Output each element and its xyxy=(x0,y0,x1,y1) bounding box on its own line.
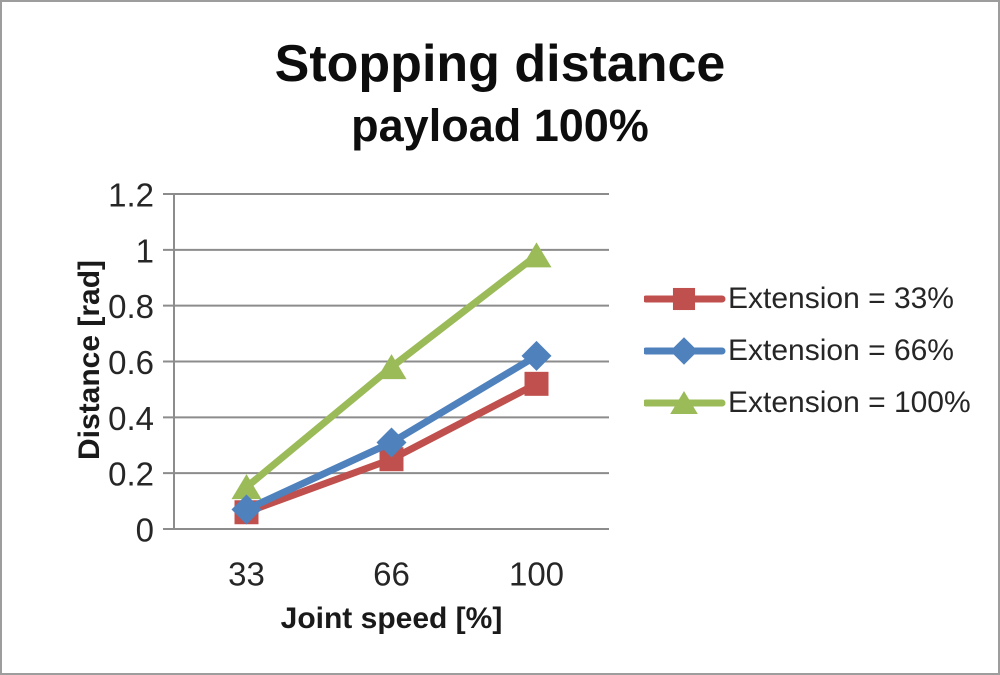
y-tick-label: 1 xyxy=(136,232,154,269)
legend: Extension = 33% Extension = 66% Extensio… xyxy=(644,273,971,429)
y-tick-label: 0.6 xyxy=(108,344,154,381)
series-1-marker-icon xyxy=(376,427,407,458)
legend-label: Extension = 66% xyxy=(728,334,954,367)
legend-triangle-icon xyxy=(670,391,698,415)
series-1-marker-icon xyxy=(231,494,262,525)
legend-item-extension-33: Extension = 33% xyxy=(644,273,971,325)
chart-subtitle: payload 100% xyxy=(351,100,649,151)
chart-title: Stopping distance xyxy=(274,35,726,93)
series-2-marker-icon xyxy=(231,474,262,500)
x-tick-label: 33 xyxy=(228,556,265,593)
legend-label: Extension = 100% xyxy=(728,386,971,419)
legend-square-icon xyxy=(672,287,696,311)
series-1-marker-icon xyxy=(521,340,552,371)
series-2-marker-icon xyxy=(521,242,552,268)
y-tick-label: 1.2 xyxy=(108,177,154,214)
legend-marker-diamond-icon xyxy=(644,337,726,365)
series-2-marker-icon xyxy=(376,354,407,380)
legend-diamond-icon xyxy=(670,337,698,365)
y-tick-label: 0 xyxy=(136,512,154,549)
x-tick-label: 66 xyxy=(373,556,410,593)
y-tick-label: 0.8 xyxy=(108,288,154,325)
y-tick-label: 0.2 xyxy=(108,456,154,493)
legend-marker-triangle-icon xyxy=(644,391,726,415)
series-0-marker-icon xyxy=(524,371,549,396)
legend-item-extension-100: Extension = 100% xyxy=(644,377,971,429)
x-axis-title: Joint speed [%] xyxy=(280,602,503,635)
legend-marker-square-icon xyxy=(644,287,726,311)
x-tick-label: 100 xyxy=(509,556,564,593)
legend-label: Extension = 33% xyxy=(728,282,954,315)
y-tick-label: 0.4 xyxy=(108,400,154,437)
legend-item-extension-66: Extension = 66% xyxy=(644,325,971,377)
